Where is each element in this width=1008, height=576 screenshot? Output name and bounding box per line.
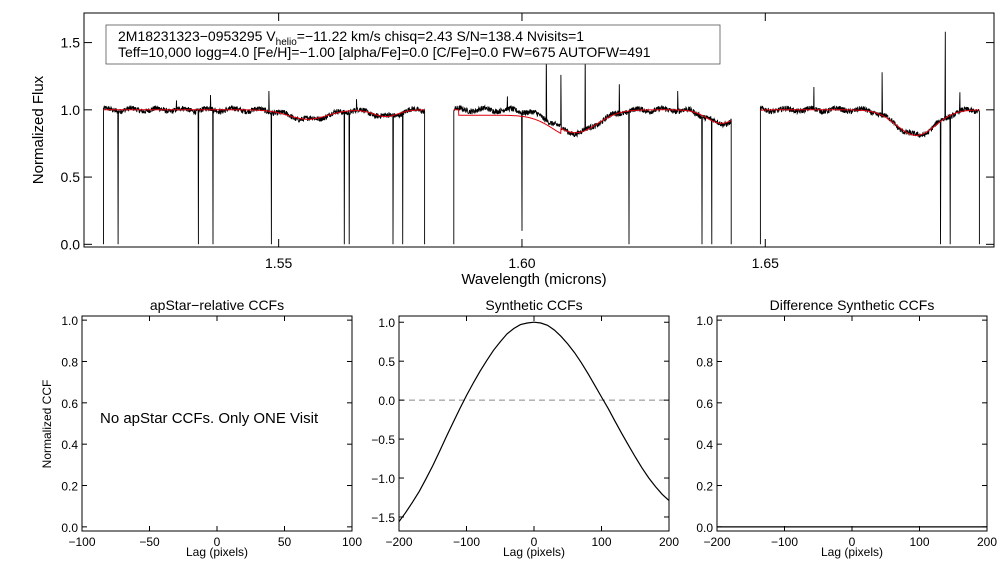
synthetic-ccf-x-axis-label: Lag (pixels): [503, 545, 565, 559]
synthetic-ccf-lines: [398, 321, 670, 523]
apstar-ccf-x-tick-label: −50: [139, 535, 160, 549]
difference-ccf-y-tick-label: 0.4: [696, 438, 713, 452]
synthetic-ccf-y-tick-label: −0.5: [371, 433, 395, 447]
synthetic-ccf-x-tick-label: −100: [453, 535, 480, 549]
spectrum-ticks: 1.55 1.60 1.65 0.0 0.5 1.0 1.5: [61, 13, 994, 271]
synthetic-ccf-x-tick-label: 200: [659, 535, 679, 549]
spectrum-x-axis-label: Wavelength (microns): [461, 271, 606, 288]
spectrum-lines: [103, 31, 980, 245]
spectrum-frame: [83, 12, 995, 248]
synthetic-ccf-x-tick-label: 100: [591, 535, 611, 549]
apstar-ccf-ticks: −100 −50 0 50 100 0.0 0.2 0.4 0.6 0.8 1.0: [61, 314, 362, 549]
difference-ccf-y-tick-label: 0.0: [696, 521, 713, 535]
synthetic-ccf-ticks: −200 −100 0 100 200 −1.5 −1.0 −0.5 0.0 0.5 1.0: [371, 316, 679, 549]
spectrum-y-tick-label: 0.0: [61, 236, 81, 252]
spectrum-y-tick-label: 1.5: [61, 35, 81, 51]
difference-ccf-x-tick-label: 100: [909, 535, 929, 549]
apstar-ccf-x-tick-label: −100: [68, 535, 95, 549]
spectrum-panel: 1.55 1.60 1.65 0.0 0.5 1.0 1.5 2M18231323−0953…: [30, 12, 995, 288]
synthetic-ccf-y-tick-label: 1.0: [378, 316, 395, 330]
synthetic-ccf-y-tick-label: 0.0: [378, 394, 395, 408]
spectrum-info-box: 2M18231323−0953295 Vhelio=−11.22 km/s ch…: [105, 24, 721, 65]
difference-ccf-y-tick-label: 0.6: [696, 397, 713, 411]
apstar-ccf-y-tick-label: 1.0: [61, 314, 78, 328]
observed-spectrum-chip-1: [103, 90, 426, 245]
apstar-ccf-panel: apStar−relative CCFs −100 −50 0 50 100 0.0 0.2…: [40, 297, 362, 559]
apstar-ccf-y-tick-label: 0.4: [61, 438, 78, 452]
synthetic-ccf-y-tick-label: −1.5: [371, 511, 395, 525]
difference-ccf-x-tick-label: −100: [771, 535, 798, 549]
model-spectrum-chip-2: [453, 109, 732, 135]
spectrum-y-tick-label: 1.0: [61, 102, 81, 118]
difference-ccf-x-tick-label: 200: [977, 535, 997, 549]
observed-spectrum-chip-2: [453, 49, 732, 245]
model-spectrum-chip-3: [760, 109, 980, 136]
apstar-ccf-x-tick-label: 100: [342, 535, 362, 549]
apstar-ccf-y-tick-label: 0.8: [61, 355, 78, 369]
apstar-ccf-y-axis-label: Normalized CCF: [40, 380, 54, 469]
difference-ccf-y-tick-label: 0.8: [696, 355, 713, 369]
spectrum-y-axis-label: Normalized Flux: [30, 75, 47, 184]
synthetic-ccf-title: Synthetic CCFs: [485, 297, 582, 313]
spectrum-x-tick-label: 1.65: [752, 255, 779, 271]
synthetic-ccf-y-tick-label: 0.5: [378, 355, 395, 369]
difference-ccf-ticks: −200 −100 0 100 200 0.0 0.2 0.4 0.6 0.8 1.0: [696, 314, 997, 549]
info-line-2: Teff=10,000 logg=4.0 [Fe/H]=−1.00 [alpha…: [118, 44, 651, 60]
synthetic-ccf-x-tick-label: 0: [531, 535, 538, 549]
apstar-ccf-y-tick-label: 0.0: [61, 521, 78, 535]
info-line-1: 2M18231323−0953295 Vhelio=−11.22 km/s ch…: [118, 28, 584, 48]
difference-ccf-x-tick-label: 0: [849, 535, 856, 549]
synthetic-ccf-curve-synthetic: [398, 321, 670, 523]
difference-ccf-y-tick-label: 0.2: [696, 480, 713, 494]
difference-ccf-panel: Difference Synthetic CCFs −200 −100 0 100 20…: [696, 297, 997, 559]
apstar-ccf-title: apStar−relative CCFs: [150, 297, 284, 313]
synthetic-ccf-panel: Synthetic CCFs −200 −100 0 100 200 −1.5 −1.0 −0…: [371, 297, 679, 559]
apstar-ccf-y-tick-label: 0.2: [61, 480, 78, 494]
spectrum-x-tick-label: 1.55: [265, 255, 292, 271]
synthetic-ccf-x-tick-label: −200: [385, 535, 412, 549]
synthetic-ccf-y-tick-label: −1.0: [371, 472, 395, 486]
apstar-ccf-y-tick-label: 0.6: [61, 397, 78, 411]
apstar-ccf-x-axis-label: Lag (pixels): [186, 545, 248, 559]
model-spectrum-chip-1: [103, 109, 425, 120]
spectrum-x-tick-label: 1.60: [508, 255, 535, 271]
spectrum-y-tick-label: 0.5: [61, 169, 81, 185]
apstar-ccf-x-tick-label: 50: [278, 535, 292, 549]
difference-ccf-x-tick-label: −200: [703, 535, 730, 549]
apstar-ccf-annotation: No apStar CCFs. Only ONE Visit: [100, 410, 319, 427]
difference-ccf-x-axis-label: Lag (pixels): [821, 545, 883, 559]
apstar-ccf-x-tick-label: 0: [214, 535, 221, 549]
difference-ccf-y-tick-label: 1.0: [696, 314, 713, 328]
difference-ccf-title: Difference Synthetic CCFs: [770, 297, 935, 313]
